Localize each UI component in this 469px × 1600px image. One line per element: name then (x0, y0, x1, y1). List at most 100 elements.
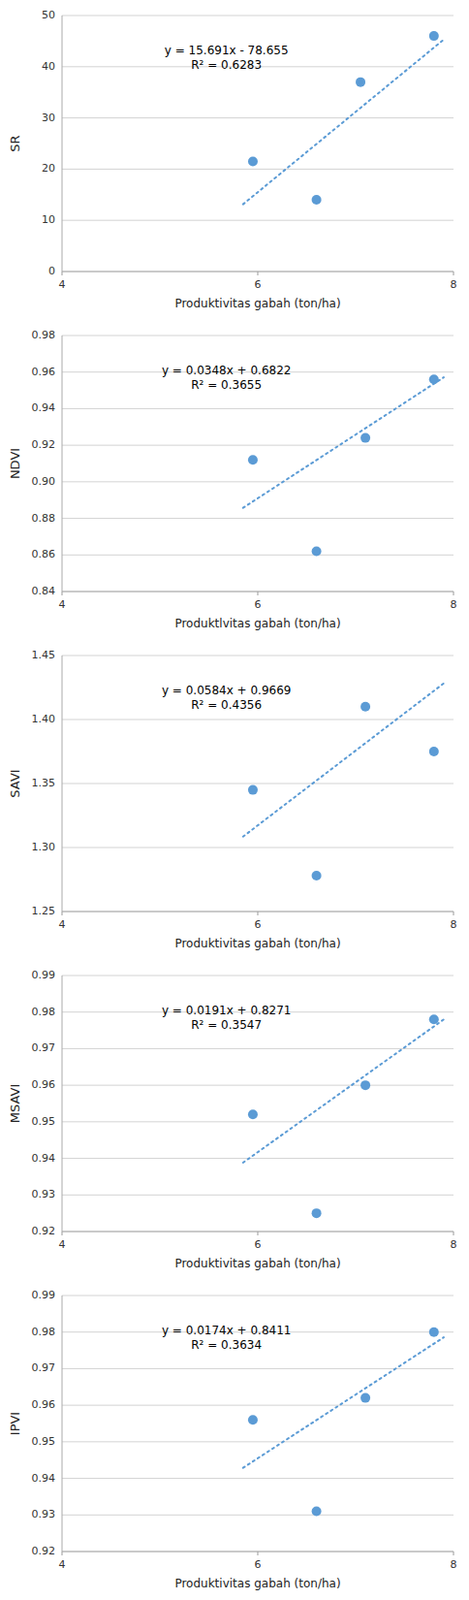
marks (243, 374, 444, 556)
y-tick-label: 0.99 (31, 1287, 57, 1301)
x-axis-line (62, 591, 454, 593)
grid-line (62, 1513, 454, 1515)
x-axis-label: Produktivitas gabah (ton/ha) (174, 1575, 341, 1590)
marks (243, 1326, 444, 1516)
x-tick-label: 6 (254, 278, 262, 291)
scatter-point (248, 156, 258, 166)
grid-line (62, 1084, 454, 1086)
y-axis-line (62, 15, 63, 272)
scatter-point (312, 194, 322, 205)
grid-line (62, 219, 454, 221)
scatter-point (360, 433, 371, 443)
scatter-point (248, 784, 258, 795)
x-tick-label: 4 (59, 597, 66, 611)
y-tick-label: 0.84 (31, 584, 57, 597)
x-axis-line (62, 910, 454, 912)
x-tick (453, 1230, 455, 1235)
equation-text: y = 15.691x - 78.655 (164, 43, 289, 58)
x-tick (453, 1550, 455, 1555)
grid-line (62, 1156, 454, 1158)
x-tick (453, 271, 455, 276)
y-tick-label: 0.96 (31, 1077, 57, 1091)
x-tick-label: 8 (450, 1557, 458, 1570)
y-tick-label: 0.94 (31, 1470, 57, 1484)
trend-line (243, 1336, 444, 1468)
grid-line (62, 168, 454, 170)
x-tick (257, 910, 259, 915)
equation-text: R² = 0.3547 (190, 1017, 262, 1032)
y-tick-label: 30 (41, 111, 56, 125)
equation-text: y = 0.0584x + 0.9669 (161, 683, 292, 697)
y-axis-line (62, 974, 63, 1231)
x-tick-label: 6 (254, 1237, 262, 1251)
y-tick-label: 0.98 (31, 328, 57, 342)
x-tick (257, 591, 259, 595)
y-tick-label: 0.96 (31, 1397, 57, 1410)
equation-text: y = 0.0174x + 0.8411 (161, 1322, 292, 1337)
y-tick-label: 0.90 (31, 474, 57, 488)
grid-line (62, 517, 454, 519)
x-tick (257, 1230, 259, 1235)
grid-line (62, 591, 454, 593)
subplot: 0.920.930.940.950.960.970.980.99468Produ… (7, 1287, 458, 1590)
y-tick-label: 0.98 (31, 1324, 57, 1338)
x-axis-label: Produktlvitas gabah (ton/ha) (174, 616, 341, 630)
equation-text: R² = 0.4356 (190, 697, 262, 712)
scatter-point (312, 870, 322, 880)
grid-line (62, 1550, 454, 1552)
y-axis-line (62, 1294, 63, 1551)
x-tick (62, 1230, 63, 1235)
grid-line (62, 1193, 454, 1195)
grid-line (62, 335, 454, 337)
grid-line (62, 782, 454, 784)
subplot: 0.920.930.940.950.960.970.980.99468Produ… (7, 968, 458, 1270)
y-tick-label: 0.96 (31, 365, 57, 378)
grid-line (62, 15, 454, 17)
y-axis-label: SAVI (7, 768, 23, 797)
y-tick-label: 0.92 (31, 1543, 57, 1557)
subplot: 0.840.860.880.900.920.940.960.98468Produ… (7, 328, 458, 630)
scatter-point (360, 1392, 371, 1403)
y-axis-label: NDVI (7, 447, 23, 479)
grid-line (62, 1404, 454, 1406)
scatter-point (360, 1079, 371, 1090)
y-tick-label: 1.45 (31, 648, 57, 661)
y-tick-label: 0.98 (31, 1004, 57, 1018)
y-axis-label: SR (7, 134, 23, 152)
grid-line (62, 1476, 454, 1478)
x-axis-line (62, 1230, 454, 1232)
y-tick-label: 0.93 (31, 1506, 57, 1520)
scatter-point (429, 31, 439, 41)
equation-text: R² = 0.6283 (190, 58, 262, 72)
x-tick-label: 8 (450, 597, 458, 611)
y-tick-label: 0.92 (31, 1223, 57, 1237)
grid-line (62, 1230, 454, 1232)
y-tick-label: 1.30 (31, 840, 57, 853)
x-axis-line (62, 271, 454, 273)
marks (243, 1013, 444, 1218)
y-tick-label: 0.94 (31, 401, 57, 414)
y-tick-label: 0 (48, 264, 56, 278)
x-axis-label: Produktivitas gabah (ton/ha) (174, 936, 341, 950)
scatter-point (248, 454, 258, 465)
y-tick-label: 0.86 (31, 547, 57, 561)
y-axis-label: MSAVI (7, 1083, 23, 1124)
scatter-point (248, 1108, 258, 1119)
scatter-point (355, 77, 366, 88)
x-tick (257, 1550, 259, 1555)
y-tick-label: 1.25 (31, 904, 57, 917)
scatter-point (429, 1013, 439, 1024)
grid-line (62, 117, 454, 119)
trend-line (243, 376, 444, 508)
y-tick-label: 0.97 (31, 1360, 57, 1374)
grid-line (62, 271, 454, 273)
scatter-point (360, 701, 371, 712)
subplot: 01020304050468Produktivitas gabah (ton/h… (7, 8, 458, 311)
y-tick-label: 1.40 (31, 712, 57, 725)
x-tick-label: 6 (254, 1557, 262, 1570)
subplot: 1.251.301.351.401.45468Produktivitas gab… (7, 648, 458, 950)
y-axis-label: IPVI (7, 1410, 23, 1435)
x-tick (257, 271, 259, 276)
scatter-point (429, 746, 439, 756)
x-tick-label: 4 (59, 1557, 66, 1570)
